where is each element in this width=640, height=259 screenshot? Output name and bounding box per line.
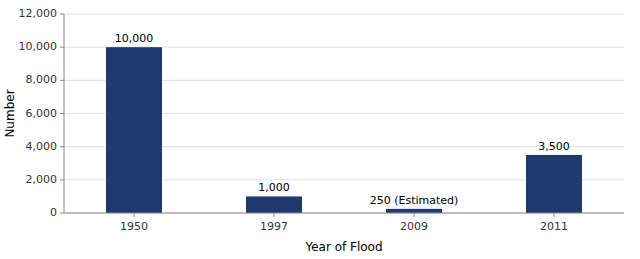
x-tick-label: 2009 — [400, 220, 428, 233]
y-tick — [60, 47, 64, 48]
y-tick — [60, 146, 64, 147]
data-label: 1,000 — [258, 181, 290, 194]
data-label: 3,500 — [538, 140, 570, 153]
y-tick-label: 4,000 — [26, 140, 58, 153]
bar — [526, 155, 582, 213]
y-tick-label: 10,000 — [19, 40, 58, 53]
x-tick-label: 2011 — [540, 220, 568, 233]
y-tick-label: 6,000 — [26, 107, 58, 120]
data-labels: 10,000 1,000 250 (Estimated) 3,500 — [115, 32, 570, 207]
y-tick — [60, 113, 64, 114]
y-tick — [60, 80, 64, 81]
x-tick-label: 1950 — [120, 220, 148, 233]
y-tick-label: 12,000 — [19, 7, 58, 20]
y-tick — [60, 14, 64, 15]
y-tick-label: 0 — [50, 206, 57, 219]
x-tick — [274, 213, 275, 217]
bars — [106, 47, 582, 213]
x-axis: 1950 1997 2009 2011 — [120, 213, 568, 233]
chart: 02,0004,0006,0008,00010,00012,00010,0001… — [0, 0, 640, 259]
y-tick — [60, 179, 64, 180]
x-tick-label: 1997 — [260, 220, 288, 233]
y-axis-title: Number — [3, 89, 17, 137]
grid-line — [64, 213, 624, 214]
bar — [106, 47, 162, 213]
x-axis-line — [64, 213, 624, 214]
chart-container: 02,0004,0006,0008,00010,00012,00010,0001… — [0, 0, 640, 259]
grid — [64, 14, 624, 213]
y-tick-label: 8,000 — [26, 73, 58, 86]
x-tick — [414, 213, 415, 217]
data-label: 250 (Estimated) — [370, 194, 459, 207]
x-tick — [134, 213, 135, 217]
data-label: 10,000 — [115, 32, 154, 45]
y-tick — [60, 213, 64, 214]
bar — [386, 209, 442, 213]
y-tick-label: 2,000 — [26, 173, 58, 186]
y-axis: 0 2,000 4,000 6,000 8,000 10,000 12,000 — [19, 7, 65, 219]
x-axis-title: Year of Flood — [304, 240, 382, 254]
grid-line — [64, 14, 624, 15]
bar — [246, 196, 302, 213]
y-axis-line — [64, 14, 65, 213]
x-tick — [554, 213, 555, 217]
